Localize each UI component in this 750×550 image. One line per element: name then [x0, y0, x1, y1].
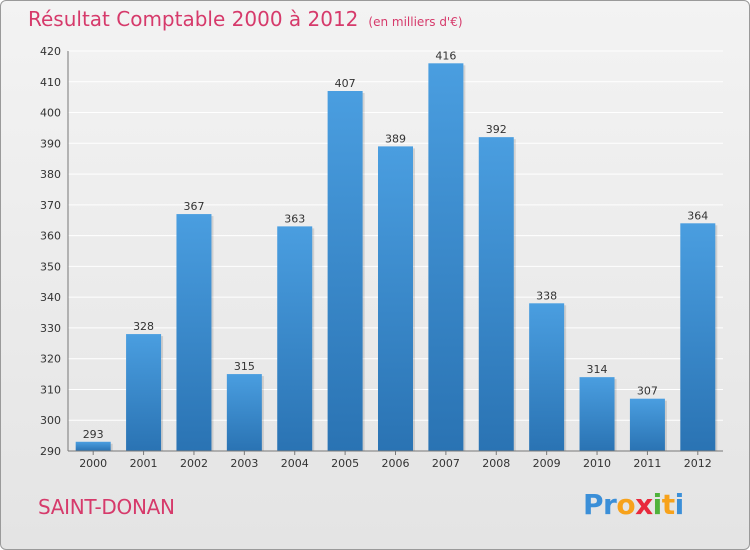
x-tick-label: 2008: [482, 457, 510, 470]
data-labels: 293 328 367 315 363 407 389 416 392 338 314 307 364: [83, 49, 709, 440]
bar-value-label: 328: [133, 320, 154, 333]
bar: [529, 303, 565, 451]
y-tick-label: 330: [40, 322, 61, 335]
x-tick-label: 2011: [633, 457, 661, 470]
bar-value-label: 367: [183, 200, 204, 213]
bar-value-label: 307: [637, 385, 658, 398]
bar-value-label: 338: [536, 289, 557, 302]
logo-letter: x: [635, 488, 653, 521]
proxiti-logo: Proxiti: [583, 488, 684, 521]
bar: [579, 377, 615, 451]
x-tick-label: 2010: [583, 457, 611, 470]
bar-value-label: 363: [284, 212, 305, 225]
y-tick-label: 410: [40, 76, 61, 89]
bar-value-label: 293: [83, 428, 104, 441]
logo-letter: i: [674, 488, 685, 521]
y-tick-label: 420: [40, 45, 61, 58]
y-tick-label: 360: [40, 230, 61, 243]
bar: [75, 441, 111, 451]
x-tick-label: 2005: [331, 457, 359, 470]
y-tick-label: 320: [40, 353, 61, 366]
logo-letter: r: [603, 488, 617, 521]
bar: [126, 334, 162, 451]
y-tick-label: 290: [40, 445, 61, 458]
y-tick-label: 300: [40, 414, 61, 427]
x-tick-label: 2002: [180, 457, 208, 470]
bar-value-label: 392: [486, 123, 507, 136]
logo-letter: i: [652, 488, 663, 521]
bar-value-label: 389: [385, 132, 406, 145]
bar-value-label: 407: [335, 77, 356, 90]
y-axis-ticks: 290 300 310 320 330 340 350 360 370 380 390 400 410 4…: [40, 45, 61, 458]
bar: [378, 146, 413, 451]
bar-value-label: 364: [687, 209, 708, 222]
y-tick-label: 400: [40, 107, 61, 120]
y-tick-label: 340: [40, 291, 61, 304]
chart-title-main: Résultat Comptable 2000 à 2012: [28, 7, 359, 31]
x-tick-label: 2012: [684, 457, 712, 470]
bar-value-label: 314: [587, 363, 608, 376]
bar: [680, 223, 716, 451]
chart-title-unit: (en milliers d'€): [368, 15, 463, 29]
bar: [277, 226, 313, 451]
x-tick-label: 2006: [382, 457, 410, 470]
y-tick-label: 350: [40, 260, 61, 273]
bar: [327, 91, 363, 451]
logo-letter: o: [616, 488, 636, 521]
x-tick-label: 2000: [79, 457, 107, 470]
bar: [226, 374, 262, 451]
bar: [428, 63, 464, 452]
x-tick-label: 2003: [230, 457, 258, 470]
x-tick-label: 2001: [130, 457, 158, 470]
bar-value-label: 416: [435, 49, 456, 62]
x-tick-label: 2009: [533, 457, 561, 470]
x-tick-label: 2004: [281, 457, 309, 470]
logo-letter: t: [661, 488, 675, 521]
x-axis-ticks: 2000 2001 2002 2003 2004 2005 2006 2007 2008 2009…: [79, 451, 712, 470]
bar-value-label: 315: [234, 360, 255, 373]
bar: [176, 214, 212, 451]
commune-name: SAINT-DONAN: [38, 495, 175, 519]
chart-title: Résultat Comptable 2000 à 2012 (en millie…: [28, 7, 463, 31]
x-tick-label: 2007: [432, 457, 460, 470]
bar: [629, 398, 665, 451]
y-tick-label: 310: [40, 383, 61, 396]
bars: [75, 63, 718, 452]
y-tick-label: 380: [40, 168, 61, 181]
y-tick-label: 370: [40, 199, 61, 212]
logo-letter: P: [583, 488, 604, 521]
y-tick-label: 390: [40, 137, 61, 150]
bar: [478, 137, 514, 451]
